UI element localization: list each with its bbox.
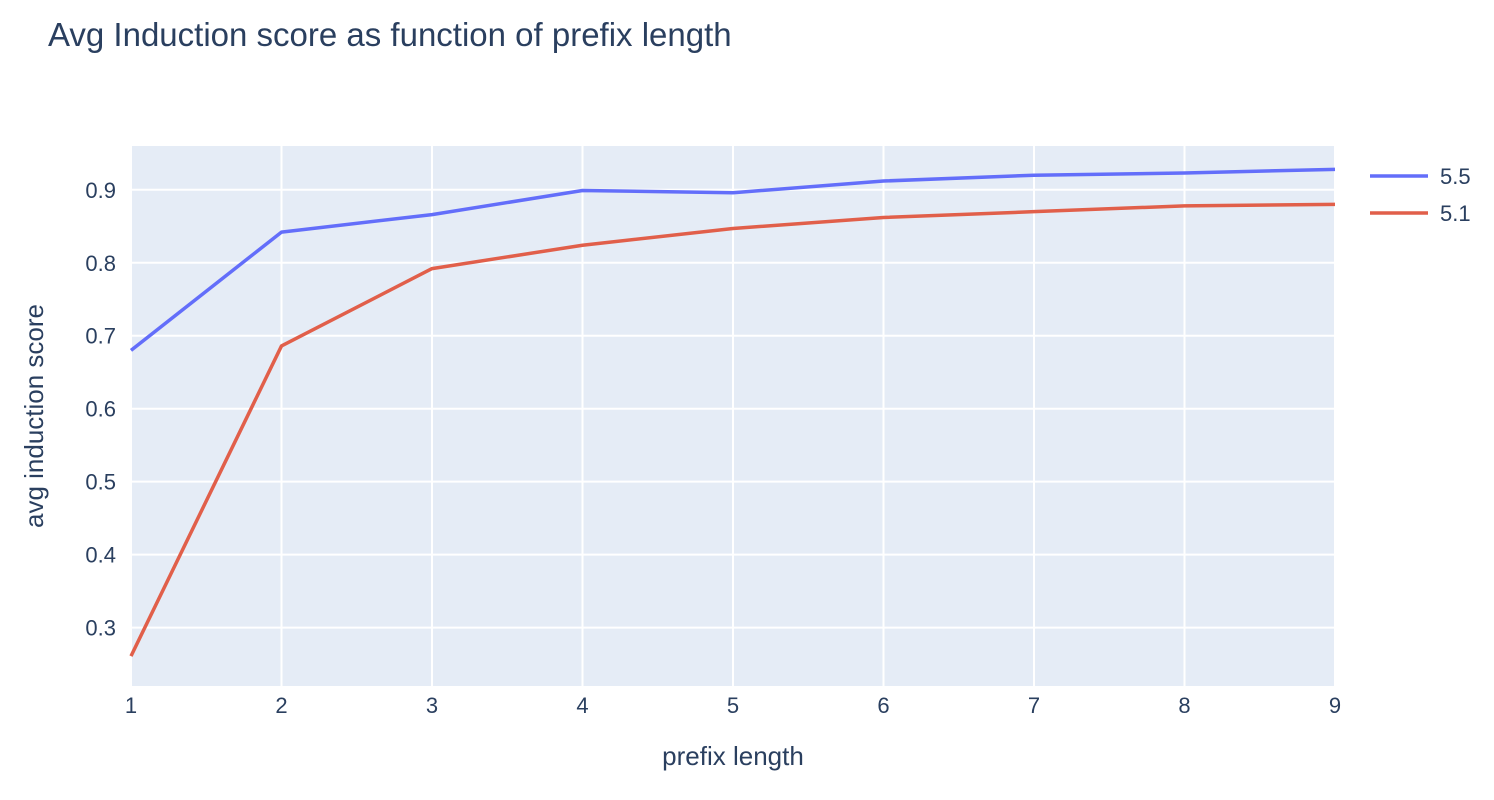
series-lines (129, 167, 1336, 657)
x-tick-label: 9 (1329, 693, 1341, 718)
y-axis-title: avg induction score (19, 304, 49, 528)
x-tick-label: 6 (877, 693, 889, 718)
y-tick-label: 0.4 (85, 543, 116, 568)
y-tick-label: 0.6 (85, 397, 116, 422)
x-tick-label: 7 (1028, 693, 1040, 718)
y-tick-label: 0.8 (85, 251, 116, 276)
y-tick-label: 0.9 (85, 178, 116, 203)
y-axis-ticks: 0.3 0.4 0.5 0.6 0.7 0.8 0.9 (85, 178, 116, 641)
series-line-5-5 (129, 167, 1336, 352)
legend: 5.55.1 (1370, 164, 1471, 226)
legend-item[interactable]: 5.1 (1370, 201, 1471, 226)
legend-label: 5.5 (1440, 164, 1471, 189)
x-tick-label: 2 (275, 693, 287, 718)
x-tick-label: 1 (125, 693, 137, 718)
x-axis-title: prefix length (662, 741, 804, 771)
y-tick-label: 0.3 (85, 616, 116, 641)
x-tick-label: 4 (576, 693, 588, 718)
x-axis-ticks: 1 2 3 4 5 6 7 8 9 (125, 693, 1341, 718)
x-tick-label: 8 (1178, 693, 1190, 718)
legend-item[interactable]: 5.5 (1370, 164, 1471, 189)
series-line-5-1 (129, 202, 1336, 657)
legend-label: 5.1 (1440, 201, 1471, 226)
y-tick-label: 0.7 (85, 324, 116, 349)
x-tick-label: 3 (426, 693, 438, 718)
x-tick-label: 5 (727, 693, 739, 718)
gridlines (130, 146, 1336, 686)
chart-title: Avg Induction score as function of prefi… (48, 16, 732, 53)
y-tick-label: 0.5 (85, 470, 116, 495)
